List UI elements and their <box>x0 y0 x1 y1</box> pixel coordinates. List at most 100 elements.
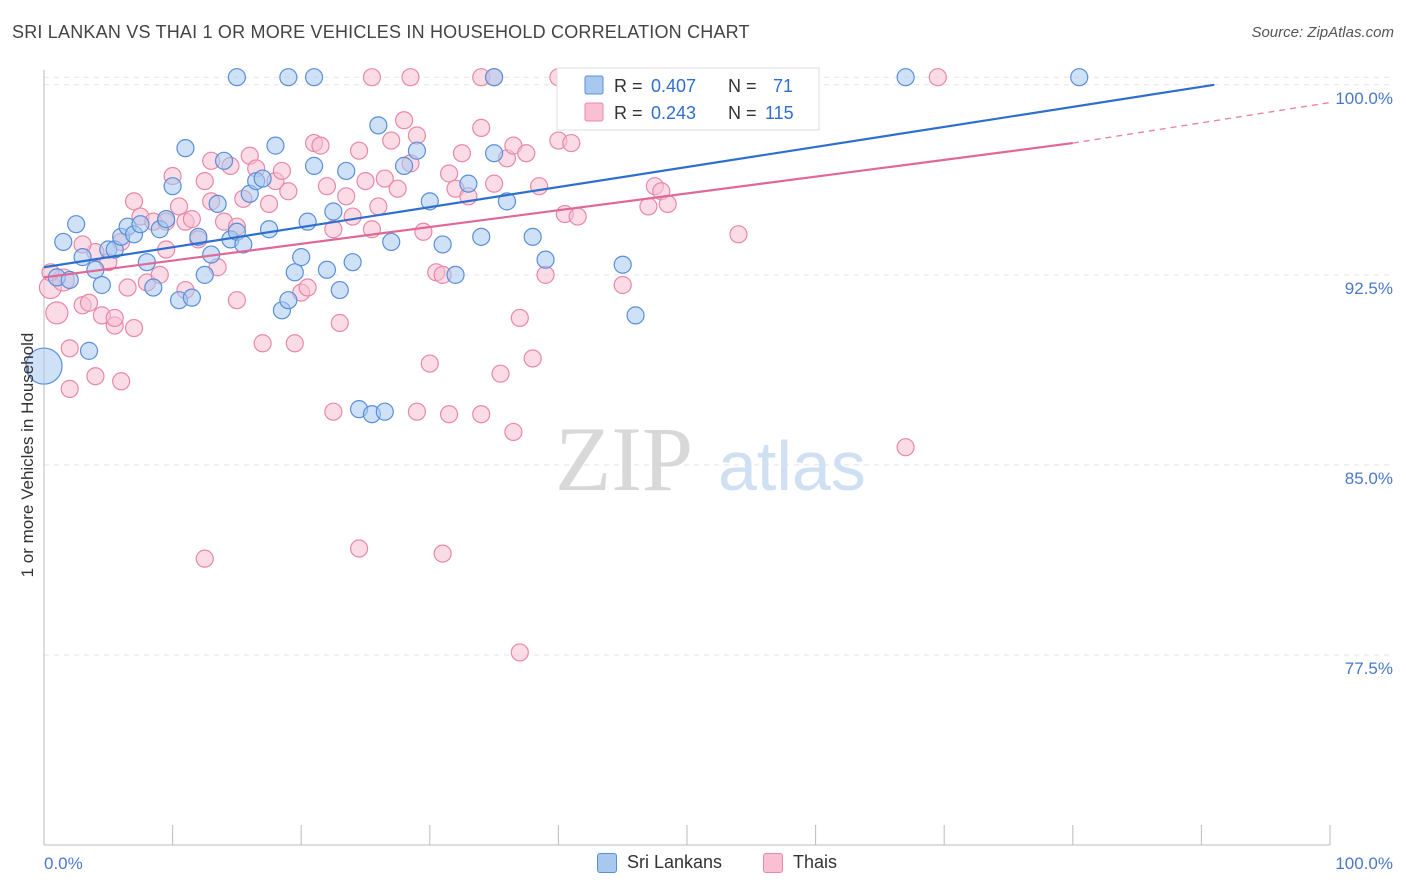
thais-point <box>112 372 131 391</box>
thais-point <box>472 405 491 424</box>
thais-point <box>86 367 105 386</box>
thais-point <box>658 194 677 214</box>
sri-lankans-point <box>208 194 227 214</box>
sri-lankans-point <box>157 210 176 229</box>
thais-point <box>60 339 79 358</box>
thais-point <box>485 174 504 193</box>
thais-point <box>311 136 330 155</box>
sri-lankans-point <box>459 174 478 193</box>
y-tick-label: 85.0% <box>1345 469 1393 488</box>
thais-point <box>510 308 529 328</box>
thais-point <box>433 544 452 563</box>
thais-point <box>298 278 317 297</box>
thais-point <box>182 210 201 229</box>
sri-lankans-point <box>266 136 285 155</box>
sri-lankans-point <box>227 68 246 87</box>
sri-lankans-point <box>317 260 337 279</box>
thais-point <box>169 197 189 216</box>
thais-point <box>118 278 137 297</box>
watermark-atlas: atlas <box>718 427 866 505</box>
x-tick-label: 100.0% <box>1335 854 1393 873</box>
sri-lankans-point <box>67 215 86 234</box>
sri-lankans-trend-line <box>43 83 1215 269</box>
bottom-legend-sri-lankans: Sri Lankans <box>597 852 722 873</box>
thais-point <box>253 334 272 353</box>
thais-trend-line <box>43 141 1073 279</box>
sri-lankans-swatch <box>597 852 617 873</box>
thais-point <box>356 171 375 191</box>
legend-r-value-2: 0.243 <box>651 103 696 123</box>
y-tick-labels: 77.5% 85.0% 92.5% 100.0% <box>1335 89 1393 678</box>
thais-point <box>439 164 459 183</box>
thais-point <box>639 197 658 216</box>
thais-point <box>491 364 510 383</box>
sri-lankans-point <box>407 141 427 160</box>
legend-r-label-1: R = <box>614 76 643 96</box>
bottom-legend-label-sri-lankans: Sri Lankans <box>627 852 723 872</box>
legend-swatch-pink <box>584 102 604 122</box>
y-axis-label: 1 or more Vehicles in Household <box>18 333 37 578</box>
sri-lankans-point <box>253 169 272 188</box>
thais-point <box>414 222 433 241</box>
thais-point <box>272 161 292 181</box>
thais-point <box>79 293 99 312</box>
thais-point <box>523 349 542 368</box>
thais-point <box>317 177 337 196</box>
sri-lankans-point <box>285 263 304 282</box>
axes <box>43 70 1331 846</box>
thais-point <box>285 334 304 353</box>
thais-point <box>896 438 915 457</box>
thais-point <box>279 182 298 201</box>
sri-lankans-point <box>369 116 388 135</box>
sri-lankans-point <box>144 278 163 297</box>
sri-lankans-point <box>896 68 915 87</box>
thais-point <box>388 179 407 198</box>
correlation-legend: R = 0.407 N = 71 R = 0.243 N = 115 <box>556 67 820 131</box>
thais-point <box>45 301 69 325</box>
thais-point <box>472 118 491 137</box>
thais-point <box>510 643 529 662</box>
legend-swatch-blue <box>584 75 604 95</box>
sri-lankans-point <box>25 347 63 385</box>
thais-point <box>439 405 459 424</box>
sri-lankans-point <box>214 151 234 170</box>
thais-point <box>349 141 369 160</box>
sri-lankans-point <box>394 156 414 175</box>
thais-point <box>60 379 79 398</box>
sri-lankans-point <box>292 248 311 267</box>
thais-point <box>259 194 279 214</box>
sri-lankans-point <box>375 402 394 421</box>
thais-point <box>420 354 439 373</box>
thais-point <box>452 144 472 163</box>
chart-title: SRI LANKAN VS THAI 1 OR MORE VEHICLES IN… <box>12 22 750 42</box>
sri-lankans-point <box>343 253 362 272</box>
bottom-legend-thais: Thais <box>763 852 837 873</box>
legend-n-label-1: N = <box>728 76 757 96</box>
legend-n-value-2: 115 <box>765 103 794 123</box>
thais-point <box>337 187 356 206</box>
series-sri-lankans-points <box>25 68 1089 424</box>
legend-r-value-1: 0.407 <box>651 76 696 96</box>
y-tick-label: 77.5% <box>1345 659 1393 678</box>
thais-point <box>227 291 246 310</box>
sri-lankans-point <box>536 250 555 269</box>
legend-n-label-2: N = <box>728 103 757 123</box>
thais-swatch <box>763 852 783 873</box>
thais-point <box>105 308 124 328</box>
legend-n-value-1: 71 <box>773 76 793 96</box>
y-tick-label: 100.0% <box>1335 89 1393 108</box>
thais-point <box>124 318 144 338</box>
thais-point <box>124 192 144 211</box>
thais-point <box>324 402 343 421</box>
sri-lankans-point <box>304 68 324 87</box>
sri-lankans-point <box>195 265 214 284</box>
sri-lankans-point <box>497 192 517 211</box>
thais-point <box>195 171 214 191</box>
thais-point <box>613 275 632 295</box>
thais-point <box>562 133 581 153</box>
thais-point <box>394 111 414 130</box>
thais-point <box>407 126 427 145</box>
thais-trend-extension <box>1072 101 1331 144</box>
thais-point <box>324 220 343 239</box>
sri-lankans-point <box>259 220 279 239</box>
